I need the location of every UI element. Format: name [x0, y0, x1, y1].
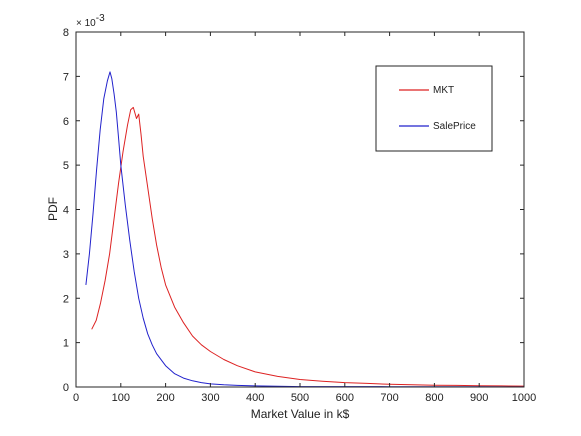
y-tick-label: 7 [63, 71, 69, 83]
legend: MKT SalePrice [375, 65, 493, 152]
y-tick-label: 5 [63, 160, 69, 172]
x-tick-label: 600 [336, 392, 354, 404]
y-tick-label: 8 [63, 27, 69, 39]
x-axis-label: Market Value in k$ [251, 407, 350, 421]
legend-label-saleprice: SalePrice [433, 121, 476, 132]
x-tick-label: 700 [380, 392, 398, 404]
x-tick-label: 900 [470, 392, 488, 404]
y-multiplier-label: × 10-3 [76, 13, 105, 30]
y-tick-label: 0 [63, 382, 69, 394]
y-tick-label: 6 [63, 116, 69, 128]
x-tick-label: 1000 [512, 392, 536, 404]
x-tick-label: 200 [156, 392, 174, 404]
x-tick-label: 300 [201, 392, 219, 404]
legend-label-mkt: MKT [433, 85, 454, 96]
x-tick-label: 0 [73, 392, 79, 404]
x-tick-label: 800 [425, 392, 443, 404]
x-tick-label: 500 [291, 392, 309, 404]
legend-box [375, 65, 493, 152]
y-tick-label: 2 [63, 293, 69, 305]
y-tick-label: 4 [63, 205, 69, 217]
series-layer [85, 71, 525, 388]
ticks-layer: 0 100 200 300 400 500 600 700 800 900 1000 0 1 2 3 4 5 6 7… [63, 27, 536, 404]
x-tick-label: 100 [112, 392, 130, 404]
y-tick-label: 3 [63, 249, 69, 261]
series-line-saleprice [85, 71, 525, 388]
y-axis-label: PDF [46, 197, 60, 221]
x-tick-label: 400 [246, 392, 264, 404]
y-tick-label: 1 [63, 338, 69, 350]
